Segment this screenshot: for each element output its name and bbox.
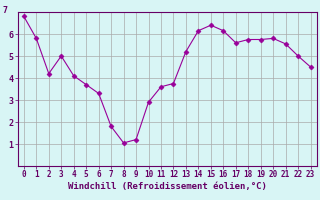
X-axis label: Windchill (Refroidissement éolien,°C): Windchill (Refroidissement éolien,°C) bbox=[68, 182, 267, 191]
Text: 7: 7 bbox=[3, 6, 8, 15]
